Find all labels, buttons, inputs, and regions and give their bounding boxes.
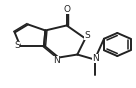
Text: S: S: [15, 41, 20, 50]
Text: N: N: [53, 56, 60, 65]
Text: N: N: [92, 54, 99, 63]
Text: S: S: [84, 32, 90, 40]
Text: O: O: [63, 5, 70, 14]
